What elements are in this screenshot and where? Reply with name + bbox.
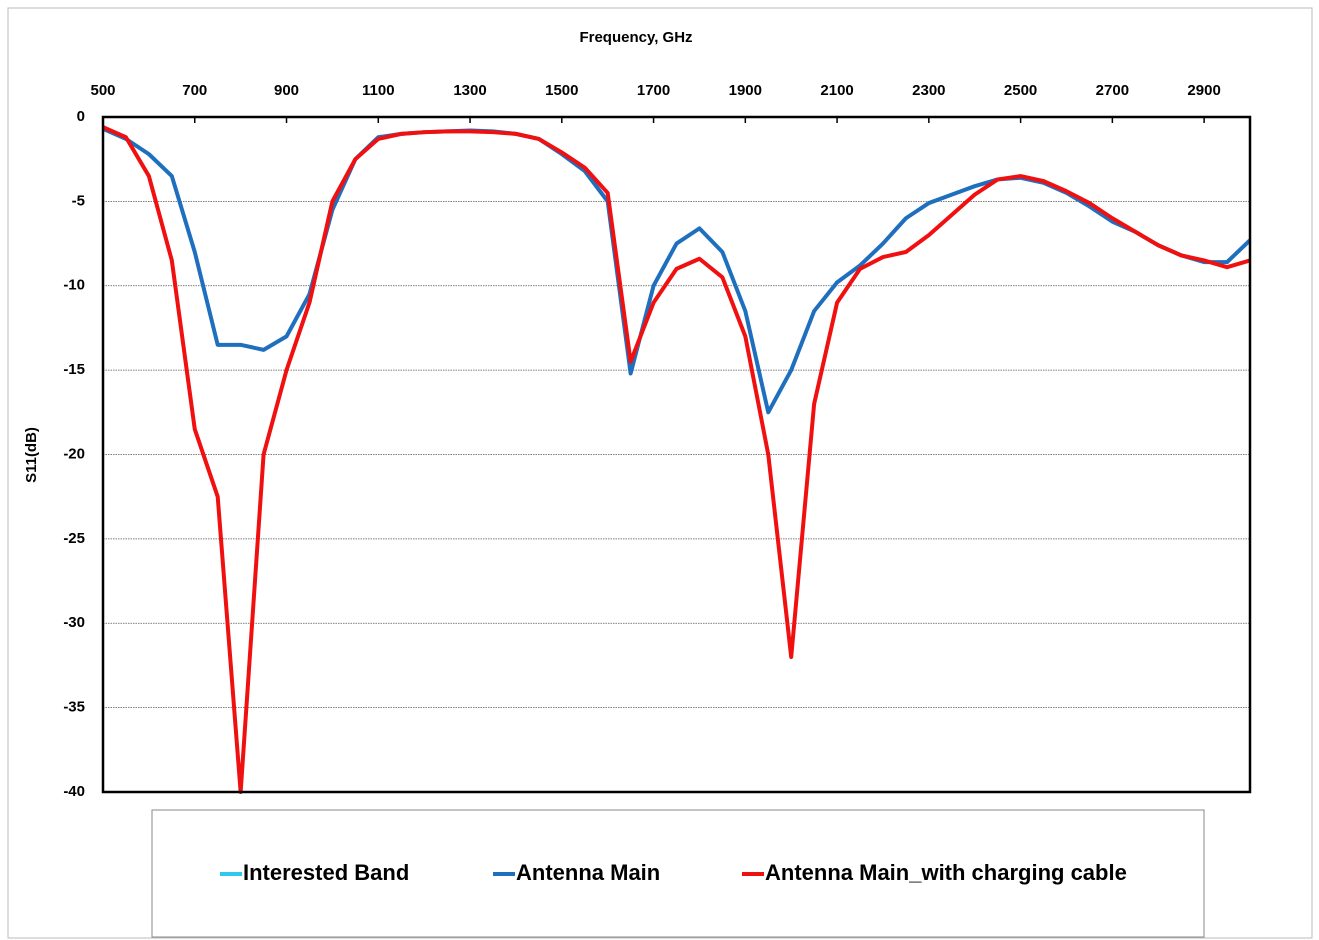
- chart-border: [7, 7, 1313, 939]
- y-tick-label: -5: [72, 192, 85, 209]
- legend-label: Antenna Main: [516, 860, 660, 885]
- x-tick-label: 1300: [453, 82, 486, 99]
- x-tick-label: 700: [182, 82, 207, 99]
- x-tick-label: 1900: [729, 82, 762, 99]
- y-tick-label: -30: [63, 614, 85, 631]
- legend-box: [151, 809, 1205, 938]
- x-tick-label: 2100: [820, 82, 853, 99]
- y-tick-label: -10: [63, 277, 85, 294]
- y-tick-label: -25: [63, 530, 85, 547]
- legend-label: Interested Band: [243, 860, 409, 885]
- y-tick-label: -15: [63, 361, 85, 378]
- x-tick-label: 2900: [1187, 82, 1220, 99]
- y-axis-title: S11(dB): [23, 427, 40, 483]
- y-tick-label: -35: [63, 699, 85, 716]
- legend-label: Antenna Main_with charging cable: [765, 860, 1127, 885]
- x-tick-label: 1500: [545, 82, 578, 99]
- x-tick-label: 2300: [912, 82, 945, 99]
- x-tick-label: 1700: [637, 82, 670, 99]
- plot-frame: [101, 115, 1252, 794]
- y-tick-label: 0: [77, 108, 85, 125]
- x-tick-label: 2500: [1004, 82, 1037, 99]
- x-tick-label: 900: [274, 82, 299, 99]
- x-tick-label: 500: [90, 82, 115, 99]
- y-tick-label: -40: [63, 783, 85, 800]
- x-tick-label: 2700: [1096, 82, 1129, 99]
- x-tick-label: 1100: [362, 82, 395, 99]
- x-axis-title: Frequency, GHz: [579, 29, 692, 46]
- y-tick-label: -20: [63, 445, 85, 462]
- series-line: [102, 125, 1251, 794]
